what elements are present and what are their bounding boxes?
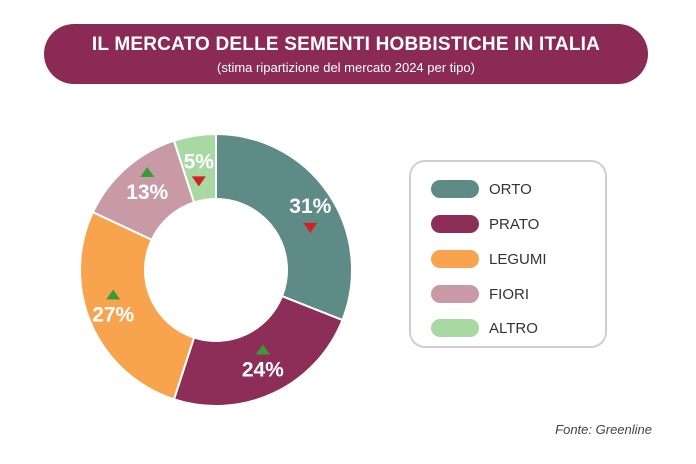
legend-swatch [431,319,479,337]
legend-label: ALTRO [489,319,538,337]
data-label-orto: 31% [289,195,331,218]
chart-subtitle: (stima ripartizione del mercato 2024 per… [217,60,475,75]
legend-label: LEGUMI [489,250,547,268]
trend-up-icon [255,344,270,355]
legend-swatch [431,180,479,198]
trend-down-icon [303,222,318,233]
legend-swatch [431,250,479,268]
data-label-legumi: 27% [92,303,134,326]
source-note: Fonte: Greenline [555,422,652,437]
legend-label: ORTO [489,180,532,198]
legend-swatch [431,285,479,303]
trend-up-icon [106,289,121,300]
slice-orto [215,132,353,322]
legend: ORTO PRATO LEGUMI FIORI ALTRO [409,160,607,348]
trend-down-icon [191,176,206,187]
legend-item-altro: ALTRO [431,319,538,337]
data-label-fiori: 13% [126,181,168,204]
data-label-altro: 5% [184,150,215,173]
trend-up-icon [140,166,155,177]
legend-item-fiori: FIORI [431,285,529,303]
slice-altro [172,132,217,204]
legend-swatch [431,215,479,233]
legend-item-prato: PRATO [431,215,539,233]
data-label-prato: 24% [242,359,284,382]
slice-legumi [79,210,196,401]
title-banner: IL MERCATO DELLE SEMENTI HOBBISTICHE IN … [44,24,648,84]
legend-label: FIORI [489,285,529,303]
legend-item-legumi: LEGUMI [431,250,547,268]
legend-label: PRATO [489,215,540,233]
legend-item-orto: ORTO [431,180,532,198]
chart-title: IL MERCATO DELLE SEMENTI HOBBISTICHE IN … [91,34,601,55]
slice-prato [172,294,344,407]
